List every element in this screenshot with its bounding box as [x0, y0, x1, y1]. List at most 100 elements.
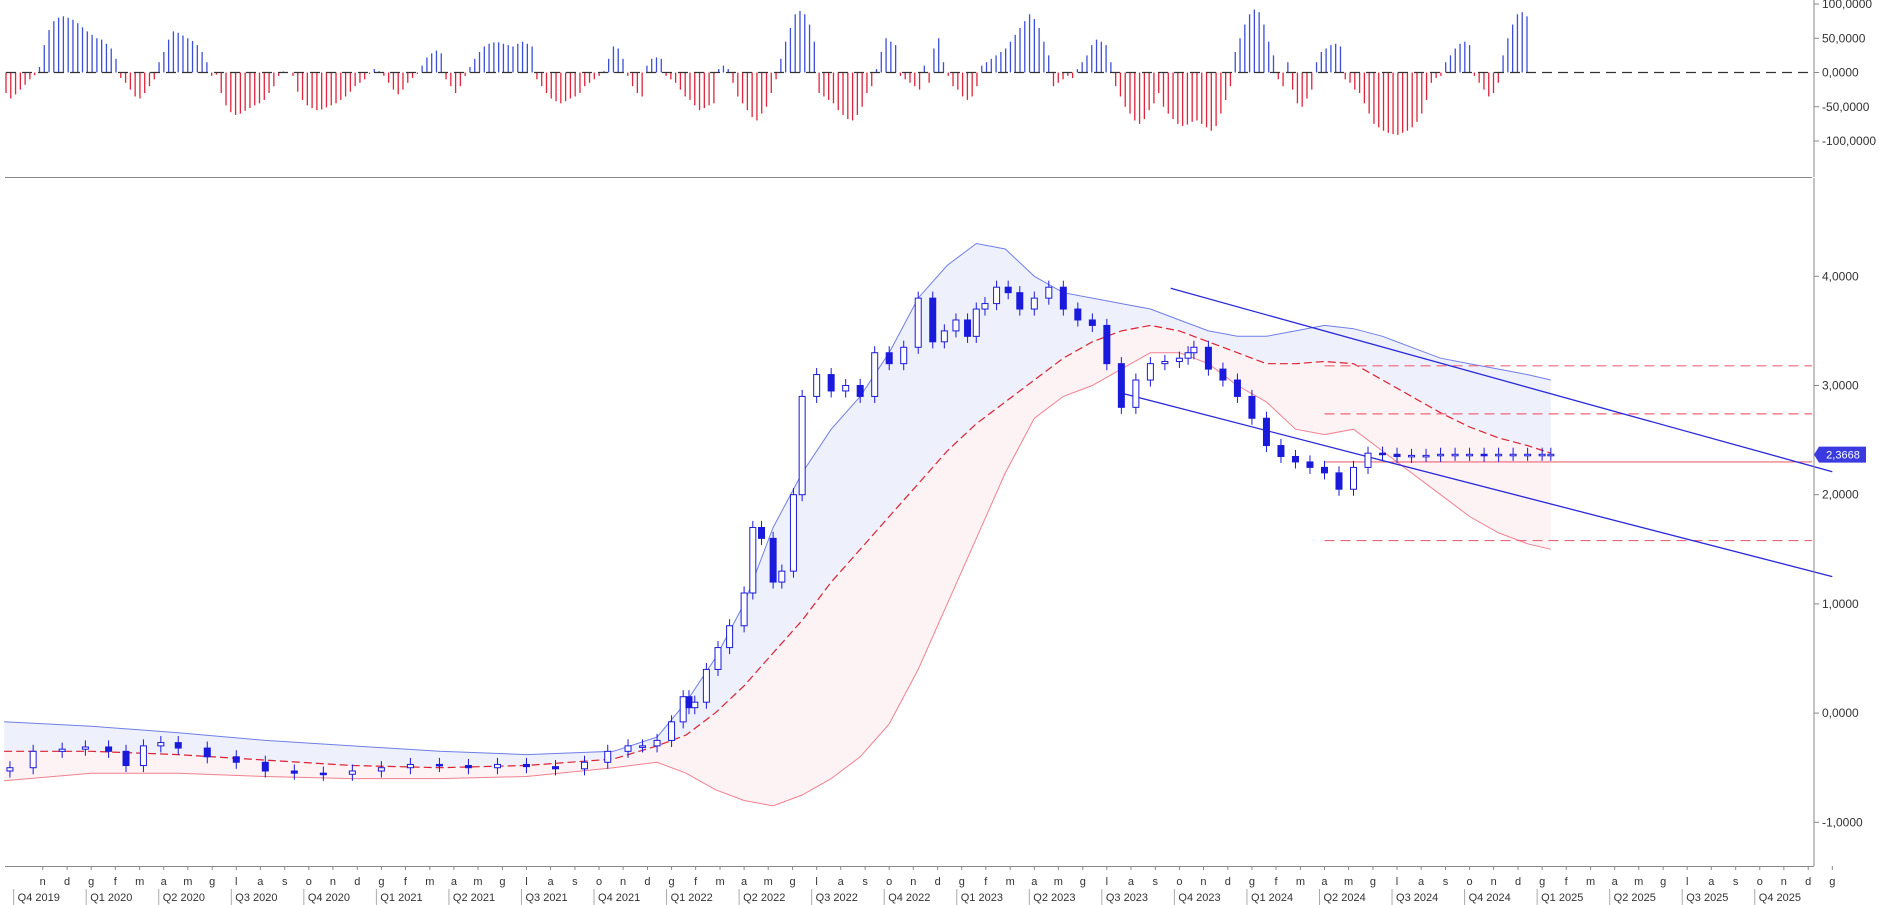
quarter-label: Q4 2023 [1178, 892, 1220, 904]
candle-body [1320, 466, 1328, 474]
month-label: s [862, 876, 868, 888]
horizontal-levels[interactable] [1324, 365, 1812, 542]
candle-body [232, 756, 240, 763]
candle-body [1509, 453, 1517, 457]
month-label: g [378, 876, 384, 888]
month-label: a [161, 876, 168, 888]
candle-body [778, 570, 786, 583]
quarter-label: Q2 2021 [453, 892, 495, 904]
oscillator-y-tick-label: 0,0000 [1822, 66, 1859, 80]
month-label: o [886, 876, 892, 888]
month-label: g [1080, 876, 1086, 888]
oscillator-panel[interactable]: 100,0000 50,0000 0,0000 -50,0000 -100,0000 [5, 0, 1876, 177]
candle-body [29, 750, 37, 769]
quarter-label: Q1 2021 [380, 892, 422, 904]
month-label: a [741, 876, 748, 888]
candle-body [1088, 319, 1096, 326]
candle-body [981, 303, 989, 310]
candle-body [1204, 346, 1212, 370]
price-panel[interactable]: 4,0000 3,0000 2,0000 1,0000 0,0000 -1,0000 2,… [4, 178, 1866, 866]
month-label: s [1153, 876, 1159, 888]
candle-body [1466, 453, 1474, 457]
candle-body [714, 647, 722, 670]
oscillator-y-axis: 100,0000 50,0000 0,0000 -50,0000 -100,0000 [1814, 0, 1876, 148]
candle-body [203, 747, 211, 758]
channel-lower-line[interactable] [1121, 392, 1833, 578]
candle-body [1408, 454, 1416, 458]
month-label: m [473, 876, 482, 888]
candle-body [993, 286, 1001, 305]
month-label: d [1225, 876, 1231, 888]
quarter-label: Q4 2024 [1469, 892, 1511, 904]
candle-body [290, 770, 298, 774]
candle-body [679, 696, 687, 723]
candle-body [1117, 363, 1125, 408]
quarter-label: Q1 2024 [1251, 892, 1293, 904]
month-label: n [1491, 876, 1497, 888]
quarter-label: Q2 2022 [743, 892, 785, 904]
quarter-label: Q4 2020 [308, 892, 350, 904]
channel-upper-line[interactable] [1170, 287, 1833, 473]
month-label: d [1515, 876, 1521, 888]
month-label: d [644, 876, 650, 888]
month-label: g [790, 876, 796, 888]
month-label: d [935, 876, 941, 888]
quarter-label: Q4 2021 [598, 892, 640, 904]
month-label: m [1006, 876, 1015, 888]
candle-body [789, 494, 797, 572]
quarter-label: Q3 2021 [525, 892, 567, 904]
oscillator-y-tick-label: -50,0000 [1822, 100, 1870, 114]
candle-body [798, 395, 806, 496]
candle-body [1480, 453, 1488, 457]
candle-body [691, 701, 699, 709]
quarter-label: Q3 2025 [1686, 892, 1728, 904]
month-label: f [114, 876, 118, 888]
quarter-label: Q2 2025 [1614, 892, 1656, 904]
price-y-axis: 4,0000 3,0000 2,0000 1,0000 0,0000 -1,0000 [1814, 269, 1863, 829]
candle-body [952, 319, 960, 332]
candle-body [122, 750, 130, 767]
price-y-tick-label: 2,0000 [1822, 488, 1859, 502]
month-label: m [183, 876, 192, 888]
candle-body [827, 374, 835, 392]
month-label: f [1274, 876, 1278, 888]
oscillator-y-tick-label: 50,0000 [1822, 31, 1866, 45]
candle-body [522, 763, 530, 768]
candle-body [551, 766, 559, 770]
month-label: l [525, 876, 527, 888]
month-label: o [1176, 876, 1182, 888]
candle-body [1524, 453, 1532, 457]
candle-body [1233, 379, 1241, 397]
month-label: a [451, 876, 458, 888]
month-label: m [1344, 876, 1353, 888]
candle-body [1547, 453, 1555, 457]
candle-body [1277, 445, 1285, 457]
candle-body [929, 297, 937, 343]
month-label: s [572, 876, 578, 888]
candle-body [1248, 395, 1256, 419]
candle-body [653, 739, 661, 747]
oscillator-y-tick-label: 100,0000 [1822, 0, 1872, 11]
candle-body [581, 761, 589, 770]
month-label: o [596, 876, 602, 888]
quarter-label: Q2 2023 [1033, 892, 1075, 904]
candle-body [261, 761, 269, 772]
candle-body [1350, 466, 1358, 490]
month-label: g [959, 876, 965, 888]
candle-body [1175, 357, 1183, 362]
month-label: f [694, 876, 698, 888]
month-label: s [1733, 876, 1739, 888]
month-label: g [1370, 876, 1376, 888]
price-y-tick-label: 3,0000 [1822, 378, 1859, 392]
month-label: a [1128, 876, 1135, 888]
month-label: n [40, 876, 46, 888]
price-y-tick-label: 4,0000 [1822, 269, 1859, 283]
month-label: m [1634, 876, 1643, 888]
candle-body [1262, 417, 1270, 447]
candle-body [1016, 292, 1024, 310]
candle-body [940, 330, 948, 343]
month-label: g [209, 876, 215, 888]
quarter-label: Q1 2020 [90, 892, 132, 904]
